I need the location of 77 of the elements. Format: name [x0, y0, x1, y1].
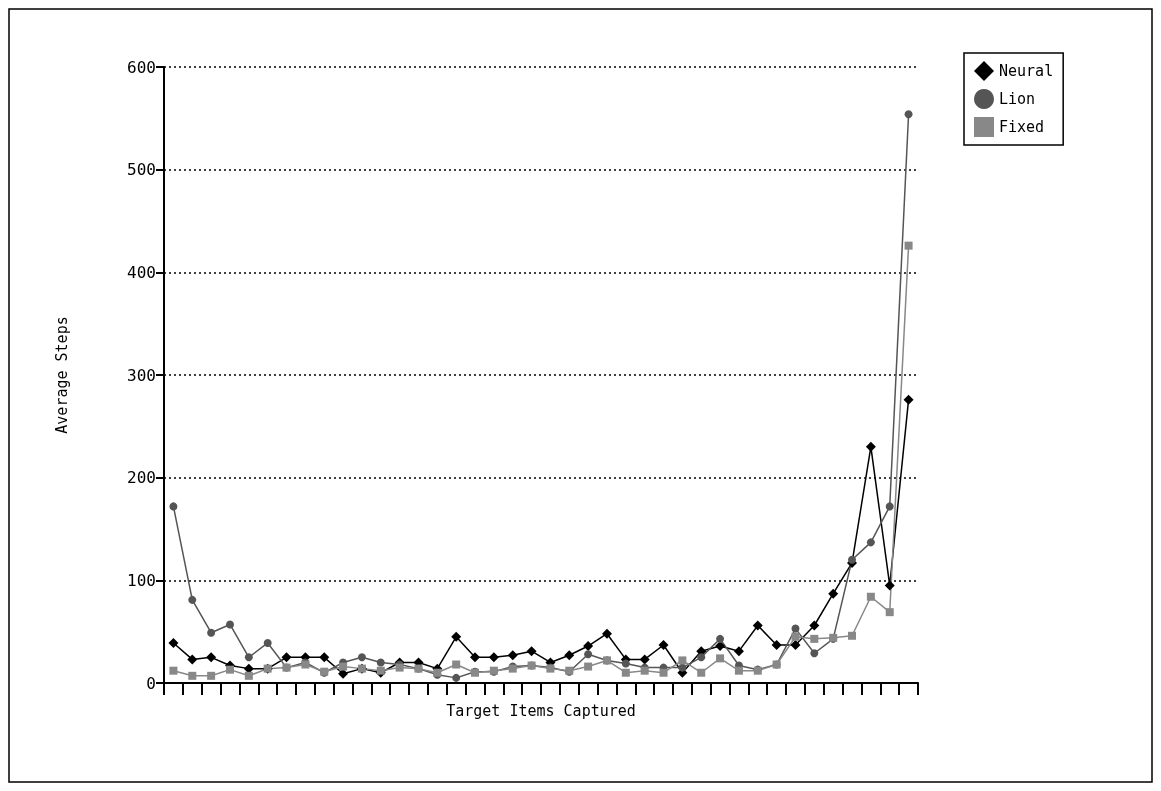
point	[319, 652, 330, 663]
point	[225, 665, 234, 674]
point	[771, 640, 782, 651]
point	[452, 673, 461, 682]
point	[904, 110, 913, 119]
point	[225, 620, 234, 629]
point	[526, 646, 537, 657]
legend-label: Lion	[999, 90, 1036, 108]
point	[678, 656, 687, 665]
point	[866, 538, 875, 547]
y-tick-label: 400	[127, 262, 156, 282]
legend-label: Neural	[999, 62, 1054, 80]
point	[188, 595, 197, 604]
point	[828, 588, 839, 599]
point	[188, 671, 197, 680]
point	[809, 620, 820, 631]
point	[621, 668, 630, 677]
point	[357, 653, 366, 662]
y-tick-label: 200	[127, 468, 156, 488]
y-tick-label: 600	[127, 57, 156, 77]
point	[697, 668, 706, 677]
point	[169, 502, 178, 511]
point	[903, 394, 914, 405]
point	[790, 640, 801, 651]
point	[659, 668, 668, 677]
point	[169, 666, 178, 675]
point	[584, 662, 593, 671]
point	[885, 608, 894, 617]
point	[244, 671, 253, 680]
point	[583, 641, 594, 652]
point	[339, 662, 348, 671]
point	[810, 634, 819, 643]
y-tick-label: 0	[146, 673, 156, 693]
point	[207, 628, 216, 637]
point	[564, 650, 575, 661]
point	[584, 650, 593, 659]
point	[885, 502, 894, 511]
point	[716, 654, 725, 663]
point	[791, 632, 800, 641]
point	[752, 620, 763, 631]
point	[848, 631, 857, 640]
y-axis-title: Average Steps	[52, 316, 71, 434]
point	[884, 580, 895, 591]
point	[281, 652, 292, 663]
legend-label: Fixed	[999, 118, 1045, 136]
point	[507, 650, 518, 661]
point	[206, 652, 217, 663]
point	[658, 640, 669, 651]
point	[734, 666, 743, 675]
point	[470, 652, 481, 663]
point	[715, 641, 726, 652]
point	[451, 631, 462, 642]
y-tick-label: 100	[127, 570, 156, 590]
point	[207, 671, 216, 680]
point	[791, 624, 800, 633]
y-tick-label: 500	[127, 160, 156, 180]
point	[639, 654, 650, 665]
point	[716, 634, 725, 643]
point	[168, 637, 179, 648]
point	[904, 241, 913, 250]
point	[621, 659, 630, 668]
point	[244, 653, 253, 662]
point	[848, 555, 857, 564]
point	[733, 646, 744, 657]
point	[452, 660, 461, 669]
point	[263, 638, 272, 647]
point	[678, 663, 687, 672]
point	[376, 658, 385, 667]
point	[697, 653, 706, 662]
point	[865, 441, 876, 452]
point	[810, 649, 819, 658]
point	[601, 628, 612, 639]
point	[488, 652, 499, 663]
point	[866, 592, 875, 601]
point	[187, 654, 198, 665]
x-axis-title: Target Items Captured	[446, 701, 636, 720]
y-tick-label: 300	[127, 365, 156, 385]
